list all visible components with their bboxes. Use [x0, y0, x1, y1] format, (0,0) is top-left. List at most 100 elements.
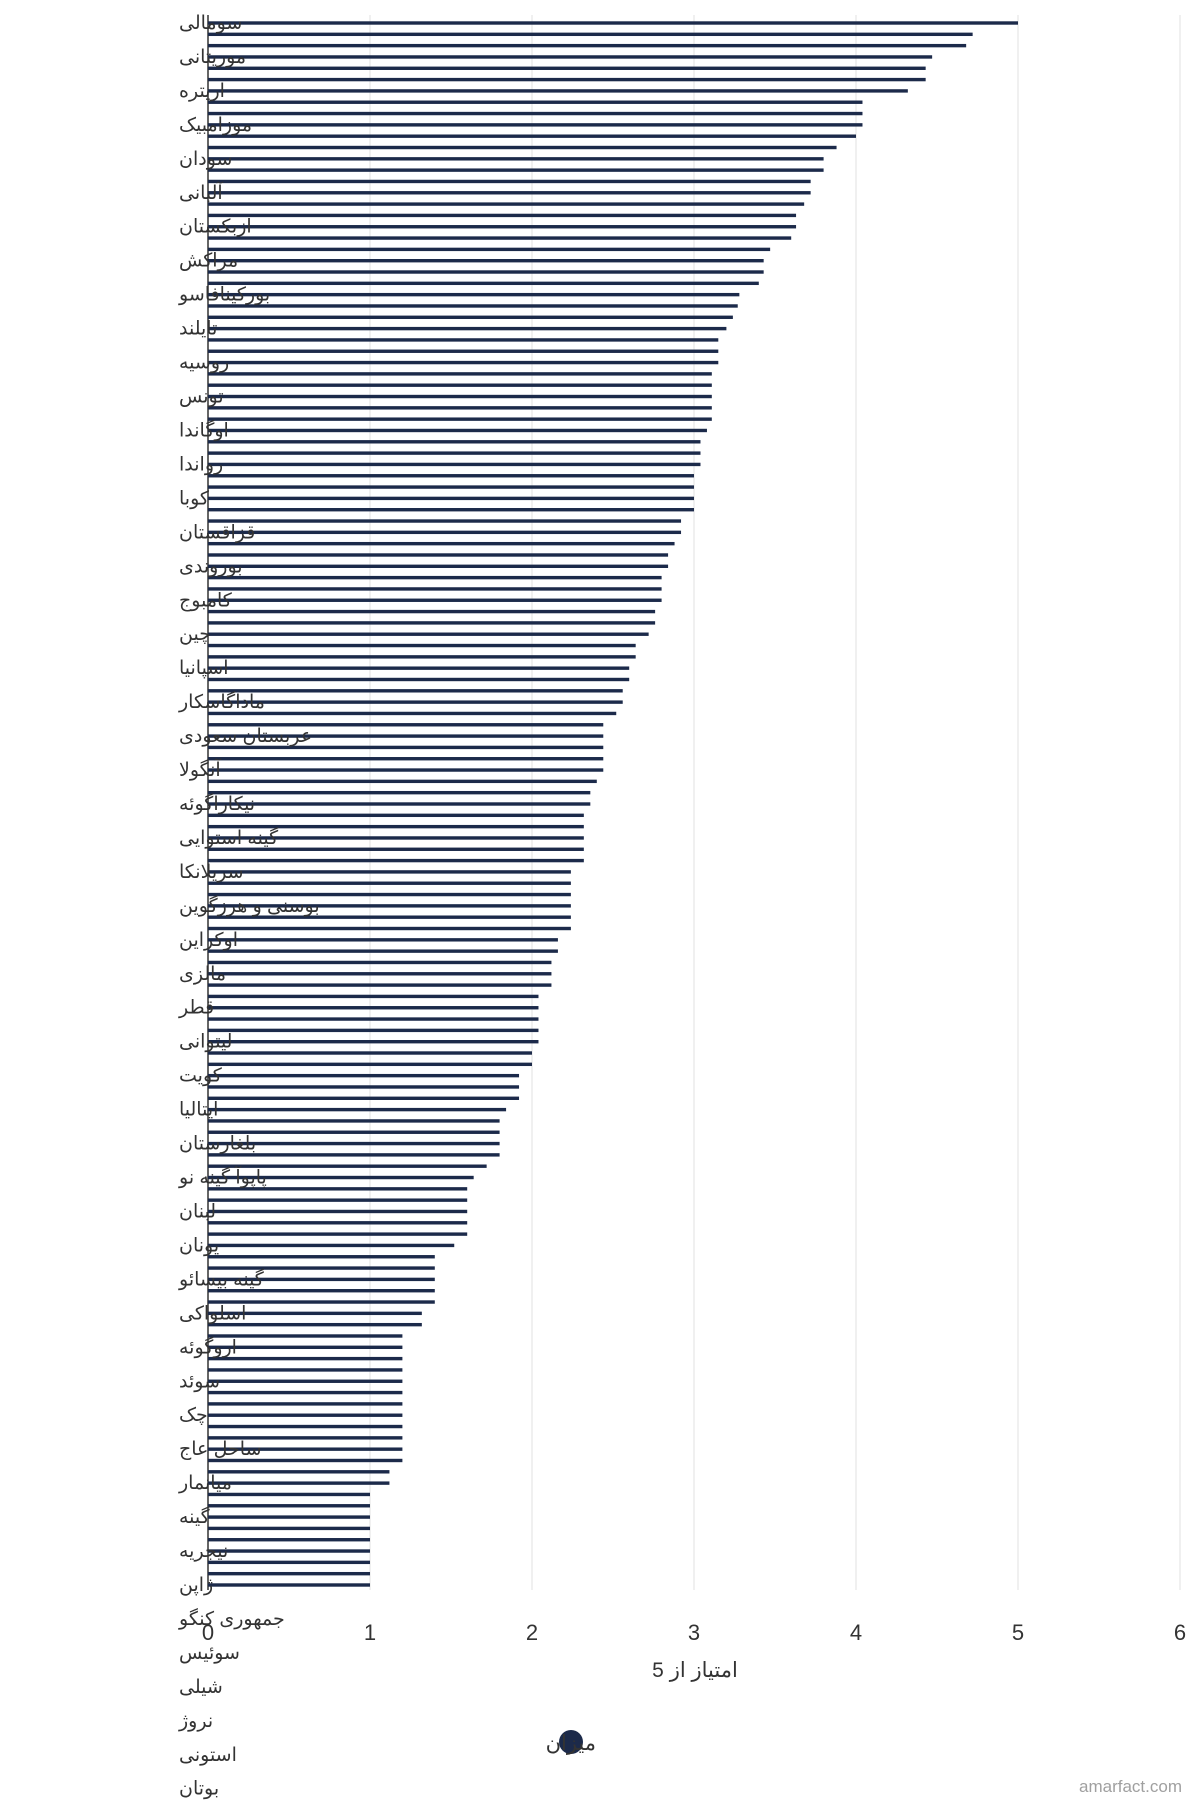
bar[interactable] [208, 1289, 435, 1293]
bar[interactable] [208, 994, 539, 999]
bar[interactable] [208, 643, 636, 648]
bar[interactable] [208, 406, 712, 410]
bar[interactable] [208, 1413, 403, 1417]
bar[interactable] [208, 564, 669, 568]
bar[interactable] [208, 360, 719, 365]
bar[interactable] [208, 655, 636, 659]
bar[interactable] [208, 270, 764, 274]
bar[interactable] [208, 1458, 403, 1463]
bar[interactable] [208, 1096, 520, 1100]
bar[interactable] [208, 77, 926, 82]
bar[interactable] [208, 1368, 403, 1372]
bar[interactable] [208, 213, 797, 218]
bar[interactable] [208, 960, 552, 965]
bar[interactable] [208, 179, 811, 184]
bar[interactable] [208, 949, 558, 953]
bar[interactable] [208, 474, 694, 478]
bar[interactable] [208, 1006, 539, 1010]
bar[interactable] [208, 1198, 468, 1202]
bar[interactable] [208, 315, 733, 319]
bar[interactable] [208, 1277, 435, 1282]
bar[interactable] [208, 394, 712, 399]
bar[interactable] [208, 1062, 532, 1067]
bar[interactable] [208, 1311, 422, 1316]
bar[interactable] [208, 66, 926, 70]
bar[interactable] [208, 609, 656, 614]
bar[interactable] [208, 1209, 468, 1214]
bar[interactable] [208, 157, 824, 161]
bar[interactable] [208, 553, 669, 557]
bar[interactable] [208, 1504, 370, 1508]
bar[interactable] [208, 711, 617, 716]
bar[interactable] [208, 259, 764, 263]
bar[interactable] [208, 462, 701, 467]
bar[interactable] [208, 1187, 468, 1191]
bar[interactable] [208, 292, 740, 297]
legend[interactable]: میزان [546, 1730, 596, 1755]
bar[interactable] [208, 338, 719, 342]
bar[interactable] [208, 1390, 403, 1395]
bar[interactable] [208, 32, 973, 37]
bar[interactable] [208, 191, 811, 195]
bar[interactable] [208, 598, 662, 602]
bar[interactable] [208, 1379, 403, 1383]
bar[interactable] [208, 790, 591, 795]
bar[interactable] [208, 779, 597, 784]
bar[interactable] [208, 326, 727, 331]
bar[interactable] [208, 881, 571, 885]
bar[interactable] [208, 1447, 403, 1451]
bar[interactable] [208, 43, 967, 48]
bar[interactable] [208, 1107, 507, 1112]
bar[interactable] [208, 1470, 390, 1474]
bar[interactable] [208, 1481, 390, 1485]
bar[interactable] [208, 575, 662, 580]
bar[interactable] [208, 938, 558, 942]
bar[interactable] [208, 1300, 435, 1304]
bar[interactable] [208, 428, 707, 433]
bar[interactable] [208, 1356, 403, 1361]
bar[interactable] [208, 383, 712, 387]
bar[interactable] [208, 55, 933, 59]
bar[interactable] [208, 1345, 403, 1349]
bar[interactable] [208, 983, 552, 987]
bar[interactable] [208, 700, 623, 704]
bar[interactable] [208, 1266, 435, 1270]
bar[interactable] [208, 168, 824, 172]
bar[interactable] [208, 1322, 422, 1327]
bar[interactable] [208, 417, 712, 421]
bar[interactable] [208, 1130, 500, 1134]
bar[interactable] [208, 1538, 370, 1542]
bar[interactable] [208, 632, 649, 636]
bar[interactable] [208, 123, 863, 127]
bar[interactable] [208, 236, 792, 240]
bar[interactable] [208, 677, 630, 682]
bar[interactable] [208, 757, 604, 761]
bar[interactable] [208, 145, 837, 150]
bar[interactable] [208, 1571, 370, 1576]
bar[interactable] [208, 1232, 468, 1236]
bar[interactable] [208, 21, 1018, 25]
bar[interactable] [208, 451, 701, 455]
bar[interactable] [208, 519, 682, 523]
bar[interactable] [208, 915, 571, 919]
bar[interactable] [208, 972, 552, 976]
bar[interactable] [208, 349, 719, 353]
bar[interactable] [208, 1040, 539, 1044]
bar[interactable] [208, 587, 662, 591]
bar[interactable] [208, 1526, 370, 1531]
bar[interactable] [208, 100, 863, 104]
bar[interactable] [208, 1164, 487, 1168]
bar[interactable] [208, 836, 584, 840]
bar[interactable] [208, 813, 584, 818]
bar[interactable] [208, 858, 584, 863]
bar[interactable] [208, 1583, 370, 1587]
bar[interactable] [208, 847, 584, 851]
bar[interactable] [208, 440, 701, 444]
bar[interactable] [208, 111, 863, 116]
bar[interactable] [208, 1492, 370, 1497]
bar[interactable] [208, 1119, 500, 1123]
bar[interactable] [208, 666, 630, 670]
bar[interactable] [208, 768, 604, 772]
bar[interactable] [208, 1141, 500, 1146]
bar[interactable] [208, 89, 908, 93]
